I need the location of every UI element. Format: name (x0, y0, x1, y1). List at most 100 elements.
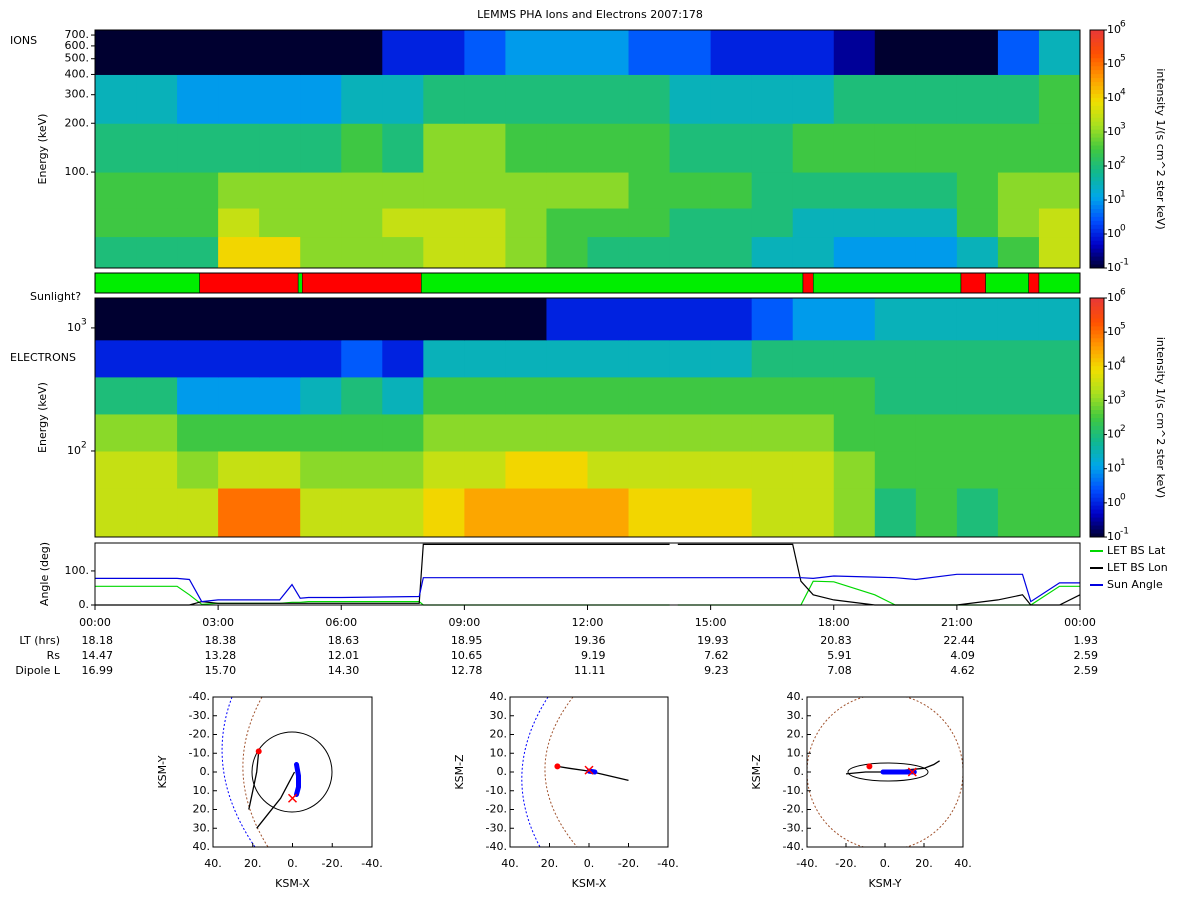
colorbar-slice (1090, 373, 1104, 379)
colorbar-slice (1090, 513, 1104, 518)
colorbar-slice (1090, 145, 1104, 150)
heatmap-cell (218, 376, 260, 415)
y-tick-label: 20. (490, 728, 508, 741)
heatmap-cell (997, 413, 1040, 452)
sunlight-segment (421, 272, 804, 294)
colorbar-tick-exponent: 5 (1120, 54, 1126, 64)
heatmap-cell (423, 172, 465, 209)
colorbar-slice (1090, 421, 1104, 426)
heatmap-cell (710, 413, 753, 452)
colorbar-slice (1090, 453, 1104, 458)
colorbar-slice (1090, 65, 1104, 71)
heatmap-cell (136, 339, 178, 378)
y-tick-label: 100. (65, 165, 90, 178)
heatmap-cell (1038, 376, 1081, 415)
heatmap-cell (997, 298, 1040, 341)
heatmap-cell (177, 488, 219, 538)
heatmap-cell (956, 339, 999, 378)
y-tick-label: 0. (79, 598, 90, 611)
colorbar-slice (1090, 164, 1104, 170)
colorbar-slice (1090, 220, 1104, 225)
heatmap-cell (587, 413, 630, 452)
heatmap-cell (587, 236, 630, 269)
heatmap-cell (628, 376, 671, 415)
colorbar-tick-label: 10 (1107, 325, 1121, 338)
colorbar-slice (1090, 449, 1104, 454)
angle-line (95, 573, 1080, 603)
heatmap-cell (259, 488, 301, 538)
colorbar-slice (1090, 333, 1104, 339)
colorbar-slice (1090, 509, 1104, 514)
heatmap-cell (833, 208, 876, 238)
end-marker (907, 767, 917, 777)
heatmap-cell (423, 450, 465, 489)
y-tick-label: 0. (497, 765, 508, 778)
colorbar-tick-exponent: 4 (1120, 356, 1126, 366)
colorbar-tick-label: 10 (1107, 91, 1121, 104)
heatmap-cell (546, 376, 588, 415)
heatmap-cell (177, 298, 219, 341)
heatmap-cell (259, 450, 301, 489)
colorbar-slice (1090, 121, 1104, 126)
heatmap-cell (218, 123, 260, 173)
ephemeris-label: Dipole L (15, 664, 61, 677)
x-tick-label: 12:00 (572, 616, 604, 629)
colorbar-slice (1090, 41, 1104, 47)
heatmap-cell (300, 339, 342, 378)
heatmap-cell (464, 298, 506, 341)
x-tick-label: 40. (204, 857, 222, 870)
heatmap-cell (95, 298, 137, 341)
heatmap-cell (792, 123, 835, 173)
heatmap-cell (628, 450, 671, 489)
heatmap-cell (341, 298, 383, 341)
ephemeris-value: 7.08 (827, 664, 852, 677)
colorbar-slice (1090, 113, 1104, 118)
heatmap-cell (382, 339, 424, 378)
heatmap-cell (95, 339, 137, 378)
heatmap-cell (587, 123, 630, 173)
heatmap-cell (546, 172, 588, 209)
colorbar-label: intensity 1/(s cm^2 ster keV) (1154, 337, 1167, 498)
colorbar-slice (1090, 212, 1104, 217)
heatmap-cell (1038, 413, 1081, 452)
y-axis-label: Energy (keV) (36, 114, 49, 185)
heatmap-cell (300, 123, 342, 173)
heatmap-cell (341, 488, 383, 538)
colorbar-slice (1090, 85, 1104, 90)
heatmap-cell (546, 450, 588, 489)
heatmap-cell (546, 74, 588, 124)
heatmap-cell (95, 74, 137, 124)
trajectory (248, 751, 296, 829)
heatmap-cell (956, 413, 999, 452)
colorbar-slice (1090, 200, 1104, 206)
heatmap-cell (997, 376, 1040, 415)
colorbar-tick-label: 10 (1107, 261, 1121, 274)
colorbar-slice (1090, 321, 1104, 327)
heatmap-cell (628, 339, 671, 378)
angle-line (95, 543, 1081, 606)
plot-frame (94, 272, 1081, 294)
heatmap-cell (300, 74, 342, 124)
heatmap-cell (300, 298, 342, 341)
colorbar-slice (1090, 192, 1104, 198)
colorbar-slice (1090, 125, 1104, 130)
heatmap-cell (382, 298, 424, 341)
ephemeris-value: 1.93 (1074, 634, 1099, 647)
colorbar-tick-label: 10 (1107, 462, 1121, 475)
heatmap-cell (382, 413, 424, 452)
colorbar-slice (1090, 377, 1104, 383)
heatmap-cell (259, 236, 301, 269)
heatmap-cell (546, 488, 588, 538)
colorbar-slice (1090, 176, 1104, 182)
angle-line (95, 580, 1080, 606)
colorbar-slice (1090, 61, 1104, 67)
colorbar-tick-exponent: 2 (1120, 424, 1126, 434)
heatmap-cell (710, 123, 753, 173)
heatmap-cell (505, 376, 547, 415)
colorbar-slice (1090, 481, 1104, 486)
heatmap-cell (341, 208, 383, 238)
heatmap-cell (833, 450, 876, 489)
y-axis-label: KSM-Z (750, 754, 763, 790)
x-tick-label: -40. (796, 857, 817, 870)
plot-frame (94, 297, 1081, 538)
